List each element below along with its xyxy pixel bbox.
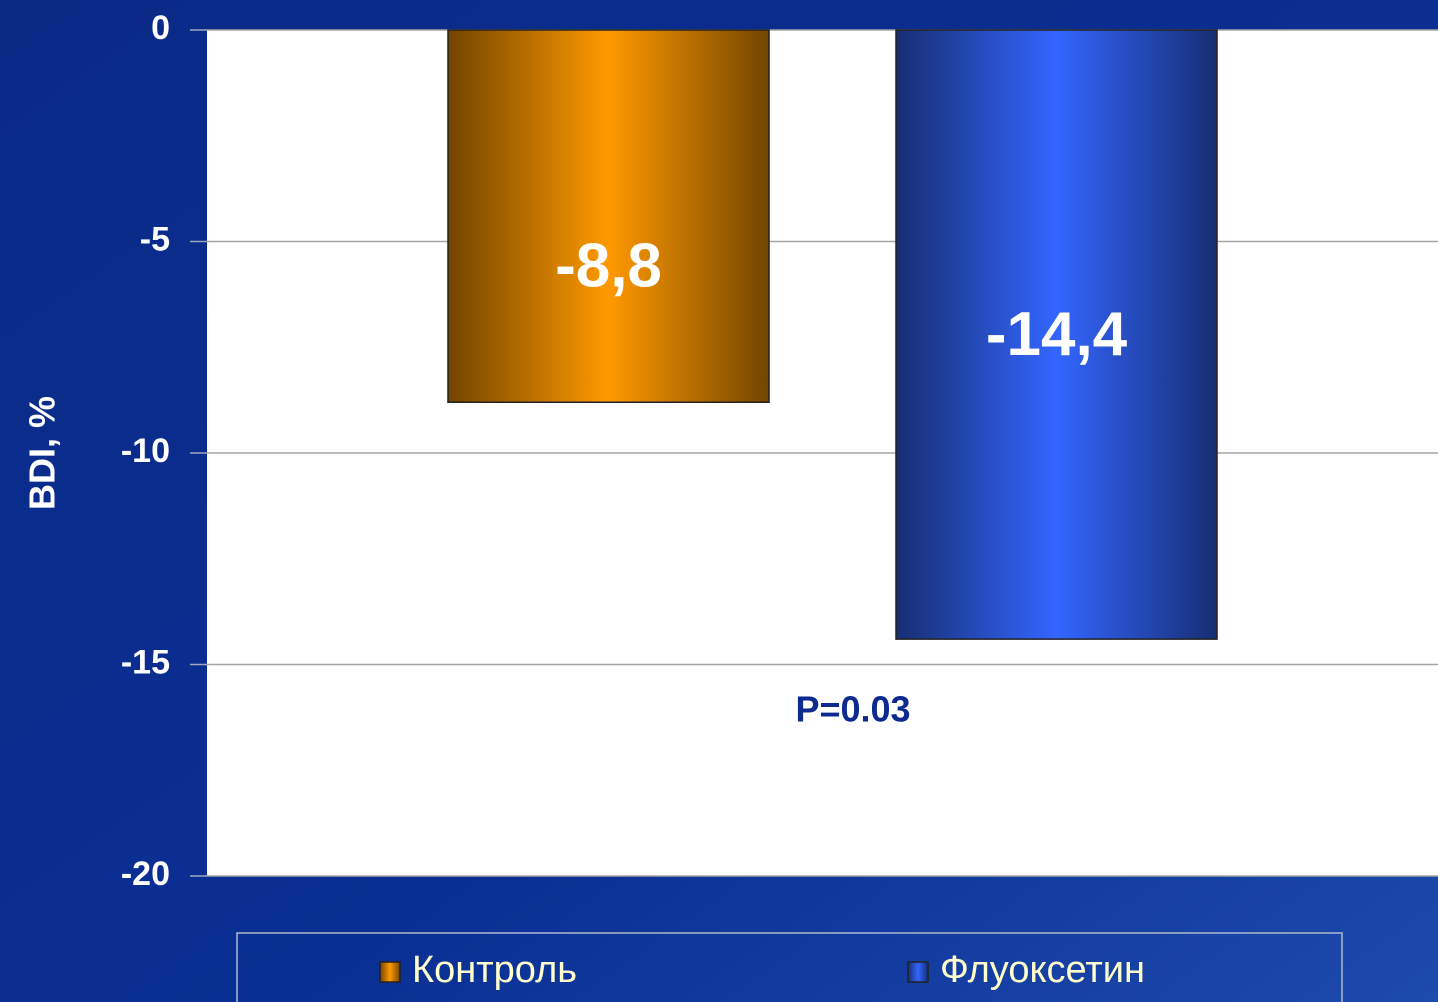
y-tick-label: 0 [151, 9, 170, 47]
y-tick-label: -5 [140, 220, 170, 258]
legend-box [236, 932, 1343, 1002]
y-tick-label: -20 [121, 855, 170, 893]
legend-label: Контроль [412, 949, 577, 991]
bar [447, 29, 770, 403]
y-tick-label: -15 [121, 643, 170, 681]
annotation: P=0.03 [795, 689, 910, 730]
legend-swatch [379, 961, 401, 983]
legend-swatch [907, 961, 929, 983]
y-axis-label: BDI, % [22, 396, 63, 510]
bar [895, 29, 1218, 640]
y-tick-label: -10 [121, 432, 170, 470]
legend-label: Флуоксетин [940, 949, 1145, 991]
data-label: -14,4 [986, 300, 1128, 369]
data-label: -8,8 [555, 231, 662, 300]
